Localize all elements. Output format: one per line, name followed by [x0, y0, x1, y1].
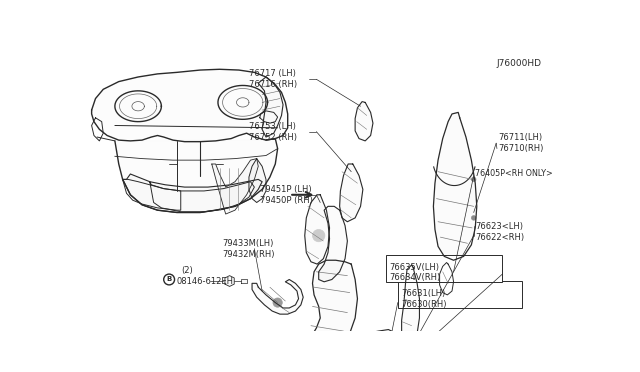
Polygon shape: [252, 279, 303, 314]
Text: 76717 (LH): 76717 (LH): [249, 70, 296, 78]
Text: 76752 (RH): 76752 (RH): [249, 132, 297, 141]
Text: 76634V(RH): 76634V(RH): [389, 273, 440, 282]
Polygon shape: [115, 139, 278, 212]
Text: 76635V(LH): 76635V(LH): [389, 263, 439, 272]
Text: 79451P (LH): 79451P (LH): [260, 185, 312, 194]
Polygon shape: [319, 206, 348, 282]
Text: 76631(LH): 76631(LH): [401, 289, 445, 298]
Polygon shape: [340, 164, 363, 222]
Text: 76630(RH): 76630(RH): [401, 299, 446, 309]
Polygon shape: [402, 265, 419, 349]
Text: (2): (2): [180, 266, 193, 275]
Text: 79433M(LH): 79433M(LH): [222, 239, 273, 248]
Text: 76753 (LH): 76753 (LH): [249, 122, 296, 131]
Text: 76716 (RH): 76716 (RH): [249, 80, 297, 89]
Polygon shape: [433, 112, 477, 260]
Polygon shape: [355, 102, 373, 141]
Circle shape: [472, 177, 476, 182]
Circle shape: [312, 230, 325, 242]
Polygon shape: [344, 330, 399, 354]
Text: 76623<LH): 76623<LH): [476, 222, 524, 231]
Polygon shape: [123, 174, 262, 212]
Text: 76405P<RH ONLY>: 76405P<RH ONLY>: [476, 170, 553, 179]
Text: 76711(LH): 76711(LH): [499, 133, 543, 142]
Polygon shape: [225, 276, 234, 286]
Circle shape: [472, 216, 476, 220]
Text: J76000HD: J76000HD: [496, 60, 541, 68]
Text: 08146-612EH: 08146-612EH: [176, 276, 233, 286]
Polygon shape: [241, 279, 246, 283]
Polygon shape: [305, 195, 330, 264]
Polygon shape: [259, 77, 283, 137]
Text: 79432M(RH): 79432M(RH): [222, 250, 275, 259]
Polygon shape: [92, 69, 288, 142]
Circle shape: [273, 298, 282, 307]
Polygon shape: [394, 339, 417, 354]
Polygon shape: [308, 260, 358, 356]
Bar: [386, 255, 502, 282]
Polygon shape: [440, 263, 454, 295]
Text: 76622<RH): 76622<RH): [476, 232, 524, 242]
Text: 76710(RH): 76710(RH): [499, 144, 544, 153]
Polygon shape: [249, 158, 266, 202]
Text: 79450P (RH): 79450P (RH): [260, 196, 313, 205]
Polygon shape: [212, 158, 259, 214]
Text: B: B: [166, 276, 172, 282]
Bar: [397, 281, 522, 308]
